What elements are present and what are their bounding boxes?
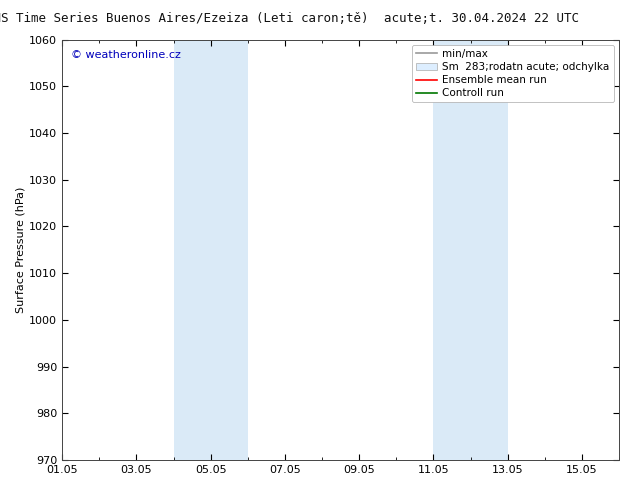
Bar: [174, 40, 248, 460]
Text: © weatheronline.cz: © weatheronline.cz: [70, 50, 181, 60]
Text: ENS Time Series Buenos Aires/Ezeiza (Leti caron;tě): ENS Time Series Buenos Aires/Ezeiza (Let…: [0, 12, 369, 25]
Text: acute;t. 30.04.2024 22 UTC: acute;t. 30.04.2024 22 UTC: [384, 12, 579, 25]
Bar: [434, 40, 508, 460]
Y-axis label: Surface Pressure (hPa): Surface Pressure (hPa): [15, 187, 25, 313]
Legend: min/max, Sm  283;rodatn acute; odchylka, Ensemble mean run, Controll run: min/max, Sm 283;rodatn acute; odchylka, …: [412, 45, 614, 102]
